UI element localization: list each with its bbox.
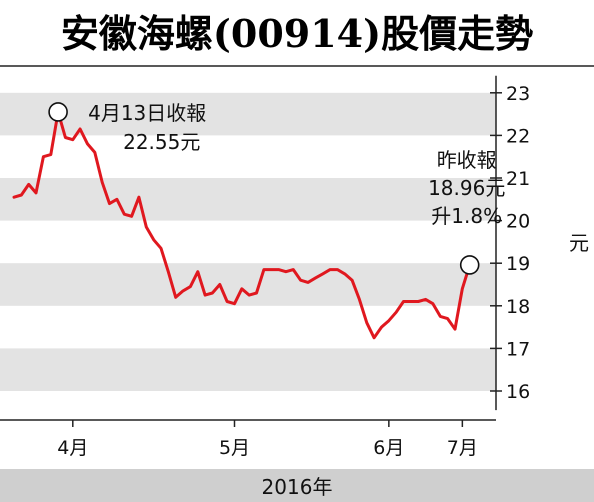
y-axis: 16 17 18 19 20 21 22 23	[490, 75, 530, 411]
y-tick-label: 18	[506, 296, 530, 318]
grid-band	[0, 178, 496, 221]
annotation-text: 昨收報	[437, 148, 497, 172]
annotation-text: 18.96元	[428, 176, 505, 200]
y-axis-unit-label: 元	[569, 231, 589, 255]
x-axis: 4月 5月 6月 7月	[0, 419, 496, 459]
y-tick-label: 23	[506, 83, 530, 105]
grid-band	[0, 92, 496, 136]
y-tick-label: 22	[506, 125, 530, 147]
x-tick-label: 4月	[57, 437, 88, 459]
footer-bar	[0, 469, 594, 502]
price-series-line	[12, 110, 472, 340]
annotation-marker	[48, 102, 68, 122]
x-tick-label: 7月	[447, 437, 478, 459]
grid-band	[0, 263, 496, 306]
y-tick-label: 21	[506, 168, 530, 190]
y-tick-label: 19	[506, 253, 530, 275]
background-bands	[0, 92, 496, 391]
grid-band	[0, 348, 496, 391]
x-tick-label: 6月	[373, 437, 404, 459]
annotation-marker	[459, 255, 480, 275]
y-tick-label: 20	[506, 211, 530, 233]
x-axis-year-label: 2016年	[262, 475, 333, 499]
y-tick-label: 17	[506, 338, 530, 360]
annotation-text: 升1.8%	[431, 204, 502, 228]
chart-title: 安徽海螺(00914)股價走勢	[61, 11, 533, 56]
x-tick-label: 5月	[219, 437, 250, 459]
y-tick-label: 16	[506, 381, 530, 403]
annotation-text: 22.55元	[123, 130, 200, 154]
annotation-text: 4月13日收報	[88, 101, 206, 125]
